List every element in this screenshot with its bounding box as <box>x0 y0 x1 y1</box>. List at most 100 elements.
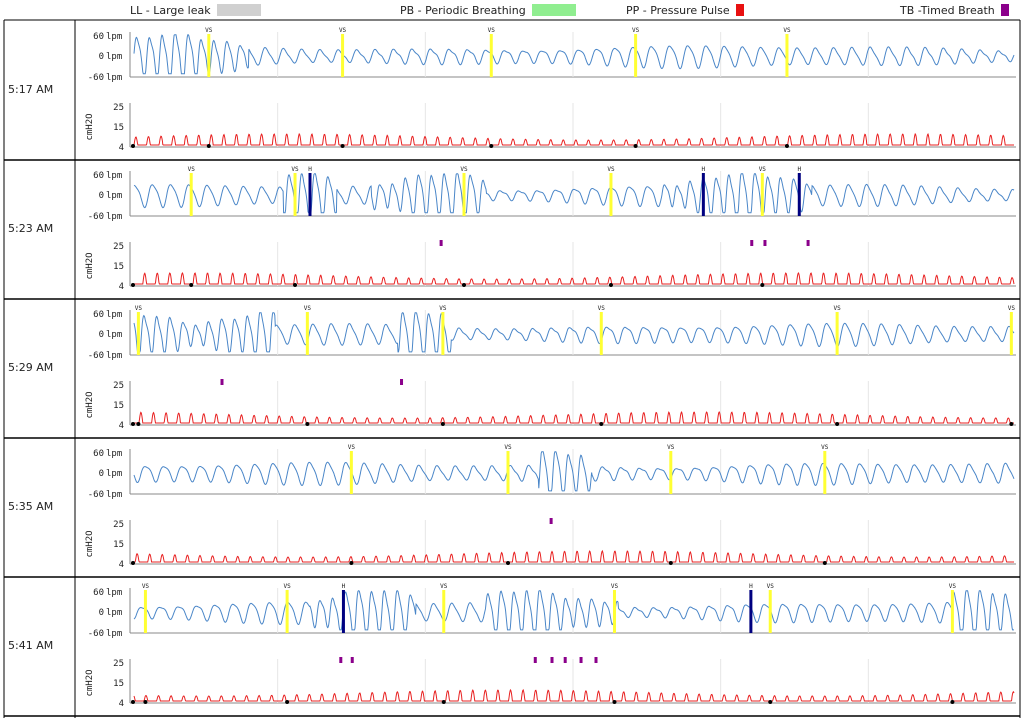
vs-event-label: VS <box>611 583 619 590</box>
h-event-bar <box>701 173 705 216</box>
pressure-tick-label: 25 <box>113 103 124 113</box>
event-marker <box>784 144 789 148</box>
vs-event-bar <box>950 590 954 633</box>
vs-event-bar <box>669 451 673 494</box>
event-marker <box>285 700 290 704</box>
legend-swatch-periodic-breathing <box>531 4 576 16</box>
legend-label-pressure-pulse: PP - Pressure Pulse <box>626 3 730 17</box>
flow-tick-unit: lpm <box>106 191 122 201</box>
timed-breath-marker <box>563 657 567 663</box>
legend-label-large-leak: LL - Large leak <box>130 3 211 17</box>
flow-tick-unit: lpm <box>106 629 122 639</box>
h-event-label: H <box>342 583 346 590</box>
timed-breath-marker <box>806 240 810 246</box>
event-marker <box>131 144 135 148</box>
event-marker <box>143 700 148 704</box>
event-marker <box>131 700 135 704</box>
flow-tick-unit: lpm <box>106 469 122 479</box>
vs-event-label: VS <box>834 305 842 312</box>
vs-event-bar <box>462 173 466 216</box>
legend-swatch-large-leak <box>216 4 261 16</box>
pressure-tick-label: 25 <box>113 381 124 391</box>
event-marker <box>131 561 135 565</box>
timed-breath-marker <box>579 657 583 663</box>
flow-tick-unit: lpm <box>106 351 122 361</box>
vs-event-bar <box>341 34 345 77</box>
flow-tick-label: -60 <box>88 73 104 83</box>
flow-tick-label: 0 <box>99 469 104 479</box>
h-event-label: H <box>308 166 312 173</box>
legend-item-large-leak: LL - Large leak <box>130 3 261 17</box>
strip-time-label: 5:17 AM <box>8 83 54 96</box>
flow-tick-label: -60 <box>88 490 104 500</box>
flow-tick-label: 60 <box>93 32 104 42</box>
pressure-tick-label: 25 <box>113 659 124 669</box>
flow-tick-label: 60 <box>93 449 104 459</box>
event-marker <box>440 422 445 426</box>
vs-event-label: VS <box>488 27 496 34</box>
vs-event-bar <box>285 590 289 633</box>
h-event-label: H <box>702 166 706 173</box>
pressure-tick-label: 4 <box>119 282 124 292</box>
event-marker <box>131 422 135 426</box>
strip-time-label: 5:35 AM <box>8 500 54 513</box>
strip-time-label: 5:23 AM <box>8 222 54 235</box>
vs-event-label: VS <box>291 166 299 173</box>
event-marker <box>189 283 194 287</box>
h-event-bar <box>749 590 753 633</box>
flow-tick-label: 60 <box>93 310 104 320</box>
flow-tick-unit: lpm <box>106 330 122 340</box>
pressure-tick-label: 4 <box>119 560 124 570</box>
pressure-axis-unit: cmH2O <box>85 669 95 696</box>
event-marker <box>1009 422 1014 426</box>
vs-event-label: VS <box>188 166 196 173</box>
flow-tick-unit: lpm <box>106 52 122 62</box>
event-marker <box>822 561 827 565</box>
event-marker <box>340 144 345 148</box>
legend-item-periodic-breathing: PB - Periodic Breathing <box>400 3 576 17</box>
pressure-tick-label: 4 <box>119 421 124 431</box>
vs-event-bar <box>349 451 353 494</box>
pressure-tick-label: 15 <box>113 123 124 133</box>
timed-breath-marker <box>750 240 754 246</box>
event-marker <box>206 144 211 148</box>
pressure-tick-label: 15 <box>113 679 124 689</box>
vs-event-bar <box>136 312 140 355</box>
vs-event-bar <box>612 590 616 633</box>
vs-event-label: VS <box>821 444 829 451</box>
vs-event-label: VS <box>439 305 447 312</box>
timed-breath-marker <box>763 240 767 246</box>
vs-event-bar <box>189 173 193 216</box>
flow-tick-label: 60 <box>93 171 104 181</box>
vs-event-label: VS <box>783 27 791 34</box>
timed-breath-marker <box>339 657 343 663</box>
legend: LL - Large leak PB - Periodic Breathing … <box>0 0 1024 20</box>
event-marker <box>441 700 446 704</box>
vs-event-bar <box>1009 312 1013 355</box>
legend-item-pressure-pulse: PP - Pressure Pulse <box>626 3 744 17</box>
event-marker <box>835 422 840 426</box>
timed-breath-marker <box>400 379 404 385</box>
flow-tick-unit: lpm <box>106 32 122 42</box>
event-marker <box>760 283 765 287</box>
legend-label-timed-breath: TB -Timed Breath <box>900 3 995 17</box>
pressure-axis-unit: cmH2O <box>85 252 95 279</box>
vs-event-label: VS <box>667 444 675 451</box>
vs-event-label: VS <box>205 27 213 34</box>
vs-event-bar <box>760 173 764 216</box>
flow-series-line <box>133 590 1014 631</box>
strip-time-label: 5:29 AM <box>8 361 54 374</box>
vs-event-label: VS <box>607 166 615 173</box>
timed-breath-marker <box>350 657 354 663</box>
event-marker <box>462 283 466 287</box>
timed-breath-marker <box>594 657 598 663</box>
flow-tick-unit: lpm <box>106 449 122 459</box>
flow-series-line <box>133 312 1015 353</box>
event-marker <box>293 283 298 287</box>
event-marker <box>349 561 354 565</box>
vs-event-bar <box>442 590 446 633</box>
pressure-series-line <box>133 132 1014 146</box>
flow-tick-unit: lpm <box>106 588 122 598</box>
event-marker <box>136 422 141 426</box>
